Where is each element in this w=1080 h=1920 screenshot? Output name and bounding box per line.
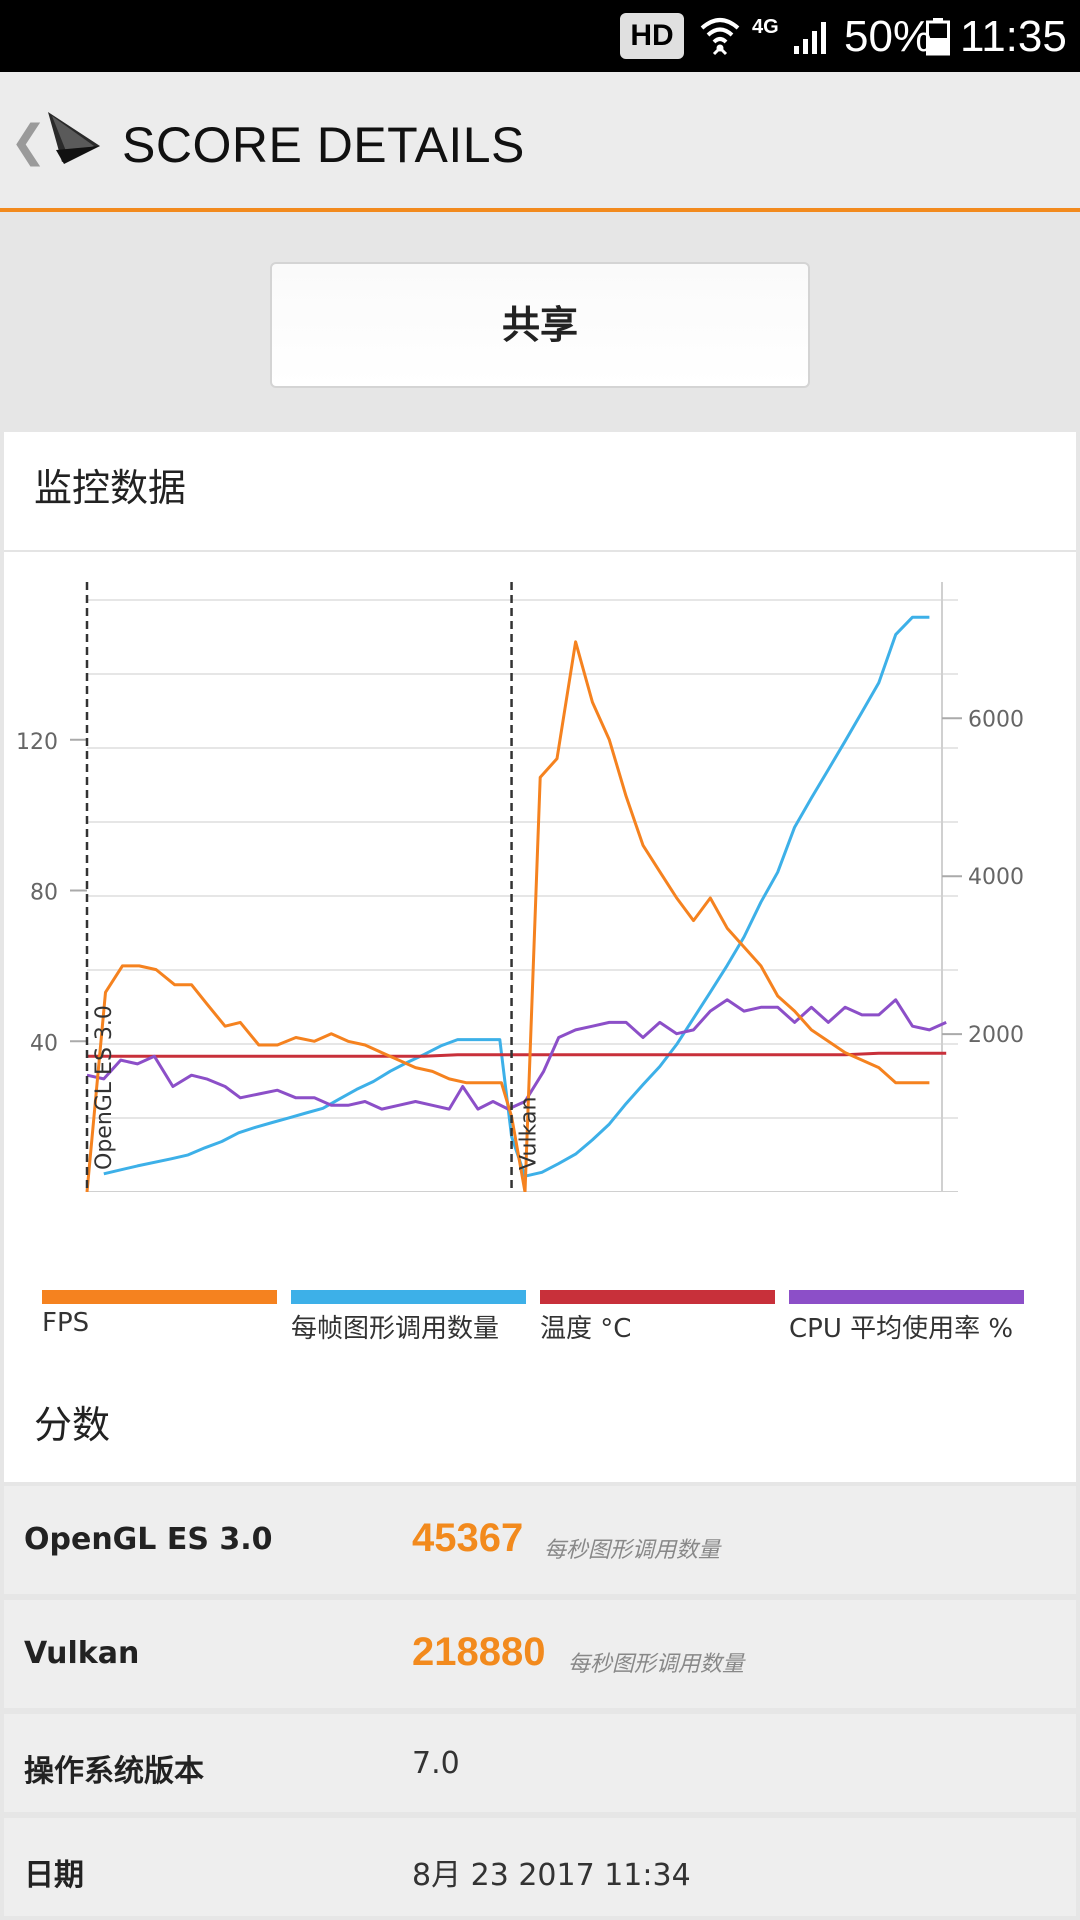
phase-marker-label-opengl: OpenGL ES 3.0	[92, 1005, 117, 1170]
hd-voice-badge: HD	[620, 13, 684, 59]
score-table: OpenGL ES 3.0 45367 每秒图形调用数量 Vulkan 2188…	[4, 1486, 1076, 1920]
legend-item-cpu: CPU 平均使用率 %	[789, 1290, 1024, 1345]
legend-item-drawcalls: 每帧图形调用数量	[291, 1290, 526, 1345]
score-label-vulkan: Vulkan	[24, 1636, 140, 1671]
legend-label-drawcalls: 每帧图形调用数量	[291, 1314, 500, 1344]
score-label-opengl: OpenGL ES 3.0	[24, 1522, 273, 1557]
os-version-value: 7.0	[412, 1746, 460, 1781]
score-row-vulkan: Vulkan 218880 每秒图形调用数量	[4, 1600, 1076, 1708]
legend-swatch-fps	[42, 1290, 277, 1304]
left-axis-tick-label: 40	[30, 1031, 58, 1056]
left-axis-tick-label: 120	[16, 730, 58, 755]
page-title: SCORE DETAILS	[122, 117, 525, 173]
phase-marker-label-vulkan: Vulkan	[517, 1097, 542, 1170]
score-row-os: 操作系统版本 7.0	[4, 1714, 1076, 1812]
legend-swatch-drawcalls	[291, 1290, 526, 1304]
battery-icon	[926, 18, 950, 56]
score-value-opengl: 45367	[412, 1516, 524, 1560]
series-line-cpu	[86, 998, 947, 1111]
status-time: 11:35	[960, 12, 1067, 61]
share-button[interactable]: 共享	[270, 262, 810, 388]
legend-item-temperature: 温度 °C	[540, 1290, 775, 1345]
right-axis-tick-label: 4000	[968, 865, 1024, 890]
score-value-vulkan: 218880	[412, 1630, 546, 1674]
battery-percent: 50%	[844, 12, 933, 61]
legend-label-cpu: CPU 平均使用率 %	[789, 1314, 1014, 1344]
left-axis-tick-label: 80	[30, 881, 58, 906]
legend-label-fps: FPS	[42, 1308, 90, 1338]
monitoring-title: 监控数据	[4, 432, 1076, 552]
monitoring-card: 监控数据 408012020004000600000:0000:1000:200…	[4, 432, 1076, 1482]
chevron-left-icon[interactable]: ❮	[10, 116, 47, 167]
signal-strength-icon	[794, 22, 826, 54]
score-unit-vulkan: 每秒图形调用数量	[568, 1652, 745, 1677]
series-line-fps	[85, 640, 930, 1192]
date-value: 8月 23 2017 11:34	[412, 1858, 691, 1893]
right-axis-tick-label: 2000	[968, 1023, 1024, 1048]
scores-title: 分数	[34, 1403, 111, 1447]
legend-swatch-cpu	[789, 1290, 1024, 1304]
network-type-label: 4G	[752, 16, 779, 38]
legend-item-fps: FPS	[42, 1290, 277, 1338]
app-bar: ❮ SCORE DETAILS	[0, 72, 1080, 212]
score-unit-opengl: 每秒图形调用数量	[544, 1538, 721, 1563]
monitoring-chart: 408012020004000600000:0000:1000:2000:300…	[16, 582, 1024, 1192]
series-line-temperature	[87, 1051, 947, 1058]
date-label: 日期	[24, 1858, 84, 1893]
os-version-label: 操作系统版本	[24, 1754, 204, 1789]
score-row-opengl: OpenGL ES 3.0 45367 每秒图形调用数量	[4, 1486, 1076, 1594]
legend-swatch-temperature	[540, 1290, 775, 1304]
score-row-date: 日期 8月 23 2017 11:34	[4, 1818, 1076, 1916]
chart-legend: FPS 每帧图形调用数量 温度 °C CPU 平均使用率 %	[4, 1290, 1080, 1350]
wifi-icon	[700, 18, 740, 56]
3dmark-logo-icon[interactable]	[42, 106, 106, 170]
right-axis-tick-label: 6000	[968, 707, 1024, 732]
status-bar: HD 4G 50% 11:35	[0, 0, 1080, 72]
legend-label-temperature: 温度 °C	[540, 1314, 632, 1344]
